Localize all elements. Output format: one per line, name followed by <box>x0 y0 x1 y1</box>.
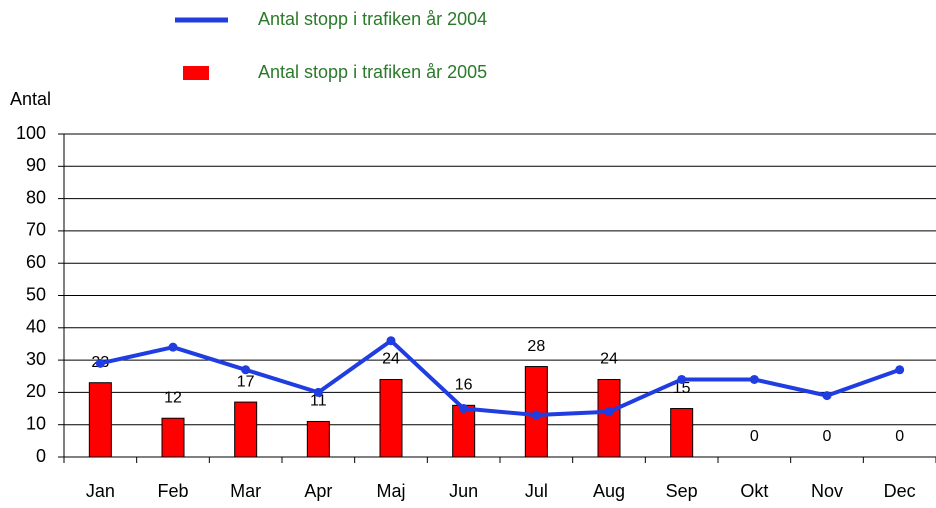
line-point <box>168 342 178 352</box>
data-label: 24 <box>382 351 400 368</box>
x-tick-label: Maj <box>376 481 405 501</box>
y-tick-label: 80 <box>26 187 46 207</box>
bar <box>670 408 694 458</box>
y-tick-label: 90 <box>26 155 46 175</box>
line <box>99 338 901 418</box>
legend-text: Antal stopp i trafiken år 2004 <box>258 9 487 29</box>
line-point <box>241 365 251 375</box>
x-tick-label: Mar <box>230 481 261 501</box>
line-point <box>749 374 759 384</box>
data-label: 0 <box>823 428 832 445</box>
data-label: 0 <box>750 428 759 445</box>
data-label: 17 <box>237 373 255 390</box>
y-tick-label: 70 <box>26 220 46 240</box>
data-label: 15 <box>673 380 691 397</box>
bar <box>379 378 403 458</box>
y-tick-label: 0 <box>36 446 46 466</box>
x-tick-label: Jul <box>525 481 548 501</box>
line-point <box>95 358 105 368</box>
x-tick-label: Feb <box>157 481 188 501</box>
bar <box>234 401 258 458</box>
x-tick-label: Jun <box>449 481 478 501</box>
data-label: 16 <box>455 377 473 394</box>
data-label: 12 <box>164 389 182 406</box>
line-point <box>677 374 687 384</box>
legend-text: Antal stopp i trafiken år 2005 <box>258 62 487 82</box>
x-tick-label: Sep <box>666 481 698 501</box>
y-tick-label: 50 <box>26 284 46 304</box>
line-point <box>822 391 832 401</box>
y-tick-label: 40 <box>26 317 46 337</box>
x-tick-label: Okt <box>740 481 768 501</box>
y-axis-label: Antal <box>10 89 51 109</box>
line-point <box>531 410 541 420</box>
line-point <box>313 387 323 397</box>
data-label: 28 <box>527 338 545 355</box>
y-tick-label: 20 <box>26 381 46 401</box>
x-tick-label: Aug <box>593 481 625 501</box>
x-tick-label: Apr <box>304 481 332 501</box>
line-point <box>386 336 396 346</box>
bar <box>88 382 112 458</box>
y-tick-label: 10 <box>26 413 46 433</box>
data-label: 24 <box>600 351 618 368</box>
x-tick-label: Nov <box>811 481 843 501</box>
line-point <box>895 365 905 375</box>
y-tick-label: 60 <box>26 252 46 272</box>
data-label: 0 <box>895 428 904 445</box>
bar <box>161 417 185 458</box>
x-tick-label: Dec <box>884 481 916 501</box>
y-tick-label: 100 <box>16 123 46 143</box>
x-tick-label: Jan <box>86 481 115 501</box>
bar <box>452 404 476 458</box>
bar <box>597 378 621 458</box>
data-label: 11 <box>310 393 327 410</box>
y-tick-label: 30 <box>26 349 46 369</box>
legend-swatch <box>183 66 209 80</box>
line-point <box>459 404 469 414</box>
line-point <box>604 407 614 417</box>
bar <box>306 420 330 458</box>
